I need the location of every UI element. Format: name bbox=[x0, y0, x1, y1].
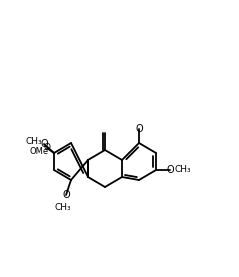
Text: O: O bbox=[62, 190, 70, 200]
Text: O: O bbox=[43, 143, 50, 153]
Text: O: O bbox=[135, 124, 143, 134]
Text: OMe: OMe bbox=[29, 147, 49, 157]
Text: O: O bbox=[40, 139, 48, 149]
Text: CH₃: CH₃ bbox=[55, 202, 71, 212]
Text: O: O bbox=[166, 165, 174, 175]
Text: CH₃: CH₃ bbox=[175, 165, 191, 175]
Text: CH₃: CH₃ bbox=[26, 137, 42, 145]
